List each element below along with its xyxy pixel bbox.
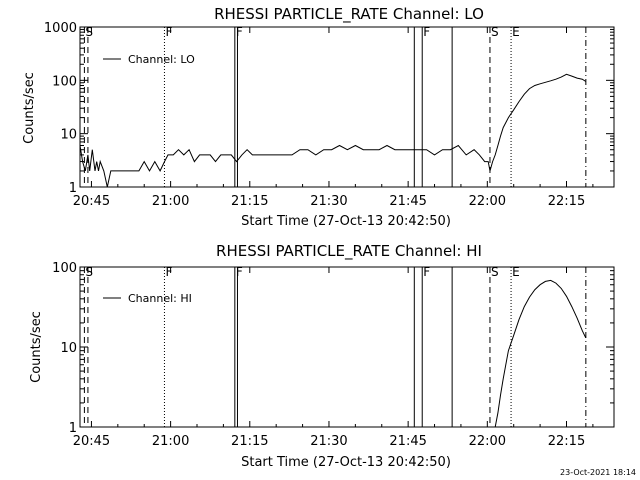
series-lines: [494, 279, 587, 428]
event-marker-label: S: [85, 265, 93, 279]
chart-title: RHESSI PARTICLE_RATE Channel: LO: [214, 5, 484, 24]
legend: Channel: LO: [103, 53, 195, 66]
series-line: [79, 73, 587, 188]
event-marker-label: S: [491, 265, 499, 279]
event-marker-label: E: [512, 25, 520, 39]
y-tick-label: 10: [60, 128, 77, 143]
x-axis-label: Start Time (27-Oct-13 20:42:50): [241, 455, 451, 470]
series-lines: [79, 73, 587, 188]
plot-frame: [79, 26, 615, 188]
x-tick-label: 22:00: [469, 434, 506, 449]
y-tick-label: 1: [69, 181, 77, 196]
event-marker-label: F: [423, 25, 430, 39]
event-marker-label: F: [236, 265, 243, 279]
x-tick-label: 21:30: [310, 434, 347, 449]
x-tick-label: 21:45: [389, 434, 426, 449]
chart-title: RHESSI PARTICLE_RATE Channel: HI: [216, 242, 482, 261]
x-tick-label: 21:15: [231, 194, 268, 209]
x-tick-label: 21:45: [389, 194, 426, 209]
x-axis-label: Start Time (27-Oct-13 20:42:50): [241, 214, 451, 229]
x-tick-label: 22:15: [548, 434, 585, 449]
x-tick-label: 21:30: [310, 194, 347, 209]
y-tick-label: 100: [52, 261, 77, 276]
y-tick-label: 100: [52, 74, 77, 89]
x-tick-label: 21:00: [152, 194, 189, 209]
x-tick-label: 22:15: [548, 194, 585, 209]
x-tick-label: 20:45: [73, 194, 110, 209]
footer-timestamp: 23-Oct-2021 18:14: [560, 468, 636, 477]
y-tick-label: 10: [60, 341, 77, 356]
chart-panel-lo: RHESSI PARTICLE_RATE Channel: LO Counts/…: [22, 5, 615, 229]
axis-ticks: 20:45 21:00 21:15 21:30 21:45 22:00 22:15 1 10 10…: [52, 261, 614, 449]
x-tick-label: 20:45: [73, 434, 110, 449]
axis-ticks: 20:45 21:00 21:15 21:30 21:45 22:00 22:15 1 10 10…: [44, 21, 614, 209]
event-marker-label: S: [491, 25, 499, 39]
x-tick-label: 21:00: [152, 434, 189, 449]
chart-panel-hi: RHESSI PARTICLE_RATE Channel: HI Counts/…: [29, 242, 615, 470]
plot-frame: [79, 266, 615, 428]
x-tick-label: 22:00: [469, 194, 506, 209]
legend: Channel: HI: [103, 292, 192, 305]
x-tick-label: 21:15: [231, 434, 268, 449]
event-marker-label: F: [165, 25, 172, 39]
legend-label: Channel: LO: [128, 53, 195, 66]
event-marker-label: F: [423, 265, 430, 279]
y-tick-label: 1: [69, 421, 77, 436]
y-axis-label: Counts/sec: [22, 72, 37, 144]
event-marker-label: E: [512, 265, 520, 279]
series-line: [494, 279, 587, 428]
y-axis-label: Counts/sec: [29, 311, 44, 383]
legend-label: Channel: HI: [128, 292, 192, 305]
event-marker-label: F: [165, 265, 172, 279]
y-tick-label: 1000: [44, 21, 77, 36]
event-marker-label: F: [236, 25, 243, 39]
event-marker-label: S: [85, 25, 93, 39]
